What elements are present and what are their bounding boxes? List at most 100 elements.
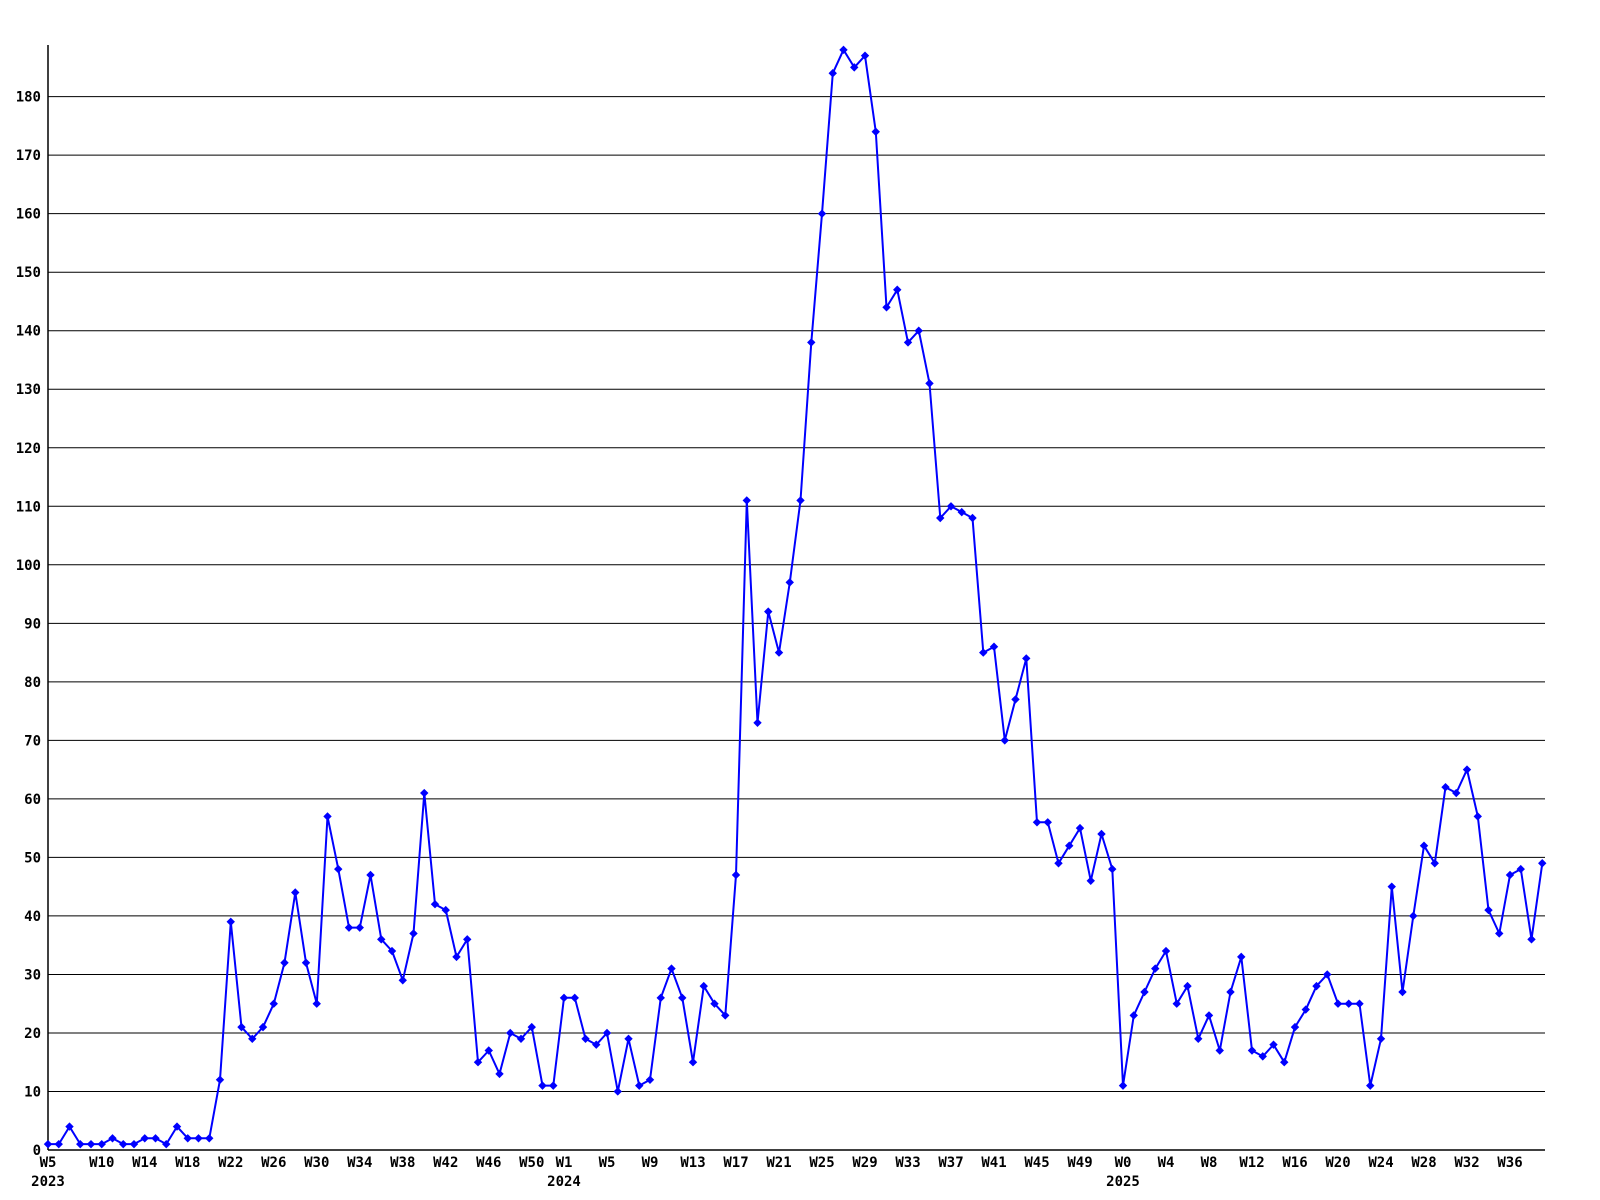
data-point-marker bbox=[312, 999, 321, 1008]
data-point-marker bbox=[43, 1139, 53, 1149]
y-axis-tick-label: 50 bbox=[24, 850, 41, 866]
data-point-marker bbox=[1452, 788, 1461, 798]
data-point-marker bbox=[936, 513, 945, 523]
data-point-marker bbox=[1204, 1011, 1214, 1020]
data-point-marker bbox=[215, 1075, 225, 1084]
data-point-marker bbox=[1161, 946, 1171, 956]
y-axis-tick-label: 20 bbox=[24, 1026, 41, 1042]
data-point-marker bbox=[1172, 999, 1181, 1008]
data-point-marker bbox=[1333, 999, 1343, 1008]
data-point-marker bbox=[1398, 987, 1407, 997]
y-axis-tick-label: 120 bbox=[16, 441, 41, 457]
y-axis-tick-label: 70 bbox=[24, 733, 41, 749]
data-point-marker bbox=[1312, 981, 1321, 991]
y-axis-tick-label: 60 bbox=[24, 792, 41, 808]
x-axis-tick-label: W38 bbox=[390, 1155, 415, 1171]
data-point-marker bbox=[441, 905, 450, 915]
data-point-marker bbox=[860, 51, 870, 60]
data-point-marker bbox=[602, 1028, 612, 1038]
data-point-marker bbox=[731, 870, 741, 880]
data-point-marker bbox=[742, 496, 751, 505]
data-point-marker bbox=[409, 929, 418, 938]
data-point-marker bbox=[108, 1134, 117, 1143]
data-point-marker bbox=[1194, 1034, 1203, 1044]
data-point-marker bbox=[1054, 859, 1063, 868]
data-point-marker bbox=[527, 1022, 536, 1032]
data-point-marker bbox=[817, 209, 827, 218]
x-axis-tick-label: W1 bbox=[556, 1155, 573, 1171]
x-axis-tick-label: W22 bbox=[218, 1155, 243, 1171]
data-point-marker bbox=[1097, 829, 1106, 839]
data-point-marker bbox=[1151, 964, 1160, 973]
y-axis-tick-label: 40 bbox=[24, 909, 41, 925]
data-point-marker bbox=[194, 1134, 203, 1143]
data-point-marker bbox=[237, 1022, 246, 1032]
x-axis-tick-label: W0 bbox=[1115, 1155, 1132, 1171]
y-axis-tick-label: 80 bbox=[24, 675, 41, 691]
data-point-marker bbox=[796, 496, 805, 505]
data-point-marker bbox=[570, 993, 579, 1003]
data-point-marker bbox=[1527, 935, 1536, 944]
data-point-marker bbox=[656, 993, 665, 1003]
data-point-marker bbox=[1344, 999, 1353, 1008]
data-point-marker bbox=[129, 1139, 139, 1149]
x-axis-tick-label: W34 bbox=[347, 1155, 372, 1171]
data-point-marker bbox=[1495, 929, 1504, 938]
data-point-marker bbox=[140, 1134, 149, 1143]
data-point-marker bbox=[1086, 876, 1095, 886]
data-point-marker bbox=[151, 1134, 160, 1143]
data-point-marker bbox=[957, 507, 966, 517]
data-point-marker bbox=[1269, 1040, 1278, 1049]
y-axis-tick-label: 10 bbox=[24, 1084, 41, 1100]
x-axis-tick-label: W32 bbox=[1454, 1155, 1479, 1171]
data-point-marker bbox=[538, 1081, 547, 1090]
data-point-marker bbox=[667, 964, 676, 973]
data-point-marker bbox=[807, 338, 816, 347]
data-point-marker bbox=[645, 1075, 655, 1084]
data-point-marker bbox=[430, 900, 440, 909]
data-point-marker bbox=[269, 999, 278, 1008]
x-axis-tick-label: W5 bbox=[40, 1155, 57, 1171]
data-point-marker bbox=[97, 1139, 106, 1149]
data-point-marker bbox=[946, 502, 956, 511]
data-point-marker bbox=[678, 993, 687, 1003]
data-point-marker bbox=[1473, 812, 1482, 821]
data-point-marker bbox=[1376, 1034, 1386, 1044]
y-axis-tick-label: 30 bbox=[24, 967, 41, 983]
x-axis-tick-label: W41 bbox=[981, 1155, 1006, 1171]
x-axis-tick-label: W17 bbox=[723, 1155, 748, 1171]
data-point-marker bbox=[506, 1028, 515, 1038]
data-point-marker bbox=[549, 1081, 558, 1090]
y-axis-tick-label: 140 bbox=[16, 324, 41, 340]
data-point-marker bbox=[366, 870, 375, 880]
data-point-marker bbox=[205, 1134, 214, 1143]
data-point-marker bbox=[377, 935, 386, 944]
data-point-marker bbox=[280, 958, 289, 967]
y-axis-tick-label: 90 bbox=[24, 616, 41, 632]
x-axis-tick-label: W13 bbox=[680, 1155, 705, 1171]
data-point-marker bbox=[1355, 999, 1364, 1008]
data-point-marker bbox=[65, 1122, 74, 1131]
data-point-marker bbox=[1118, 1081, 1128, 1090]
y-axis-tick-label: 170 bbox=[16, 148, 41, 164]
data-point-marker bbox=[882, 303, 891, 312]
x-axis-tick-label: W28 bbox=[1411, 1155, 1436, 1171]
x-axis-tick-label: W49 bbox=[1067, 1155, 1092, 1171]
x-axis-tick-label: W21 bbox=[766, 1155, 791, 1171]
data-point-marker bbox=[1000, 736, 1009, 745]
data-point-marker bbox=[1226, 987, 1235, 997]
data-point-marker bbox=[914, 326, 923, 335]
data-point-marker bbox=[226, 917, 235, 926]
data-point-marker bbox=[463, 935, 472, 944]
data-point-marker bbox=[774, 648, 784, 657]
data-point-marker bbox=[1323, 970, 1332, 979]
data-series-line bbox=[48, 48, 1544, 1146]
x-axis-tick-label: W12 bbox=[1239, 1155, 1264, 1171]
data-point-marker bbox=[1301, 1005, 1310, 1014]
x-axis-tick-label: W45 bbox=[1024, 1155, 1049, 1171]
data-point-marker bbox=[903, 338, 913, 347]
x-axis-tick-label: W50 bbox=[519, 1155, 544, 1171]
data-point-marker bbox=[162, 1139, 171, 1149]
x-axis-tick-label: W42 bbox=[433, 1155, 458, 1171]
